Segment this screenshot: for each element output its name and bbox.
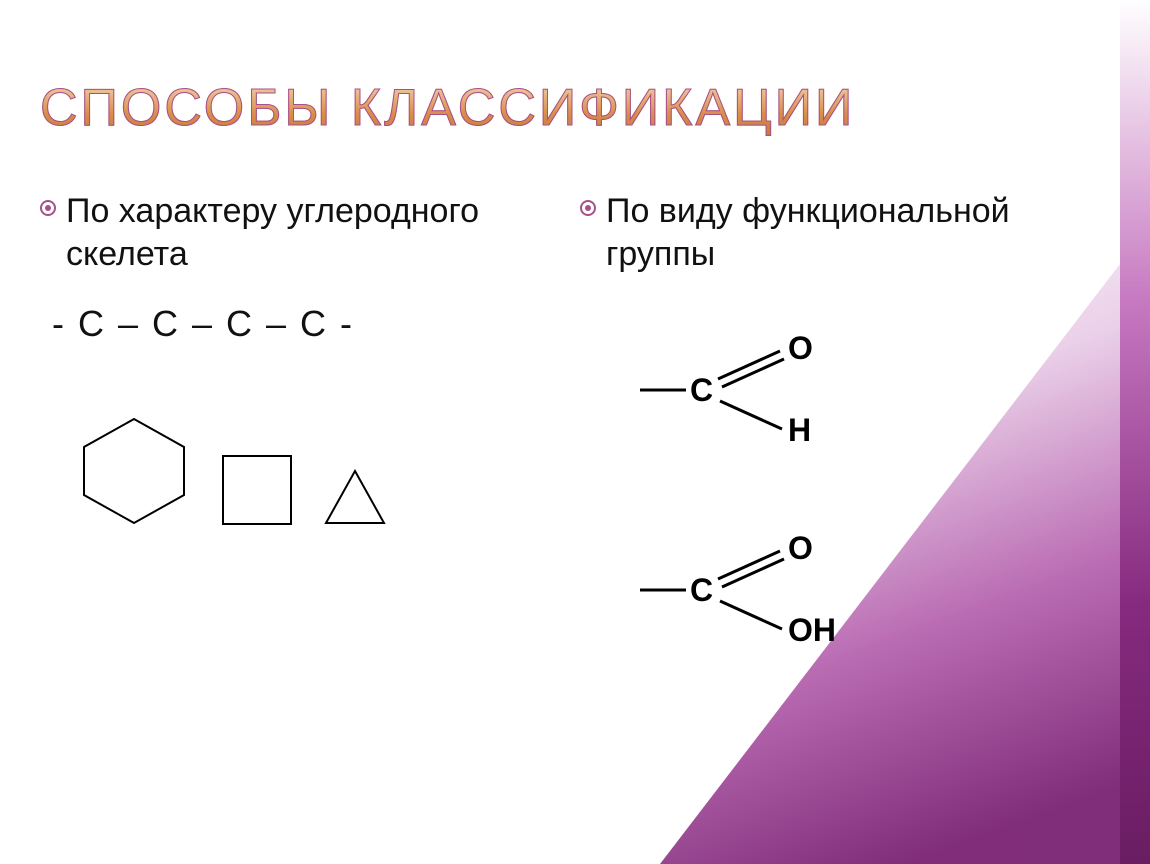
atom-label: C [690, 372, 713, 408]
square-icon [220, 453, 294, 527]
bullet-text: По виду функциональной группы [606, 190, 1060, 275]
bullet-text: По характеру углеродного скелета [66, 190, 520, 275]
accent-strip [1120, 0, 1150, 864]
atom-label: H [788, 412, 811, 445]
carbon-chain-text: - C – C – C – C - [52, 303, 520, 345]
triangle-icon [322, 467, 388, 527]
atom-label: C [690, 572, 713, 608]
bond [720, 601, 782, 629]
atom-label: OH [788, 612, 836, 645]
square-shape [223, 456, 291, 524]
atom-label: O [788, 535, 813, 566]
aldehyde-svg: C O H [640, 335, 840, 445]
bullet-icon [580, 200, 596, 216]
atom-label: O [788, 335, 813, 366]
slide-title: Способы классификации [40, 78, 855, 138]
bullet-item: По виду функциональной группы [580, 190, 1060, 275]
bond [720, 401, 782, 429]
right-column: По виду функциональной группы C O H [580, 190, 1060, 645]
formula-aldehyde: C O H [640, 335, 1060, 445]
carboxyl-svg: C O OH [640, 535, 860, 645]
bullet-item: По характеру углеродного скелета [40, 190, 520, 275]
hexagon-icon [76, 415, 192, 527]
shapes-row [76, 415, 520, 527]
bullet-icon [40, 200, 56, 216]
hexagon-shape [84, 419, 184, 523]
slide: Способы классификации По характеру углер… [0, 0, 1150, 864]
formula-carboxyl: C O OH [640, 535, 1060, 645]
triangle-shape [326, 471, 384, 523]
left-column: По характеру углеродного скелета - C – C… [40, 190, 520, 527]
